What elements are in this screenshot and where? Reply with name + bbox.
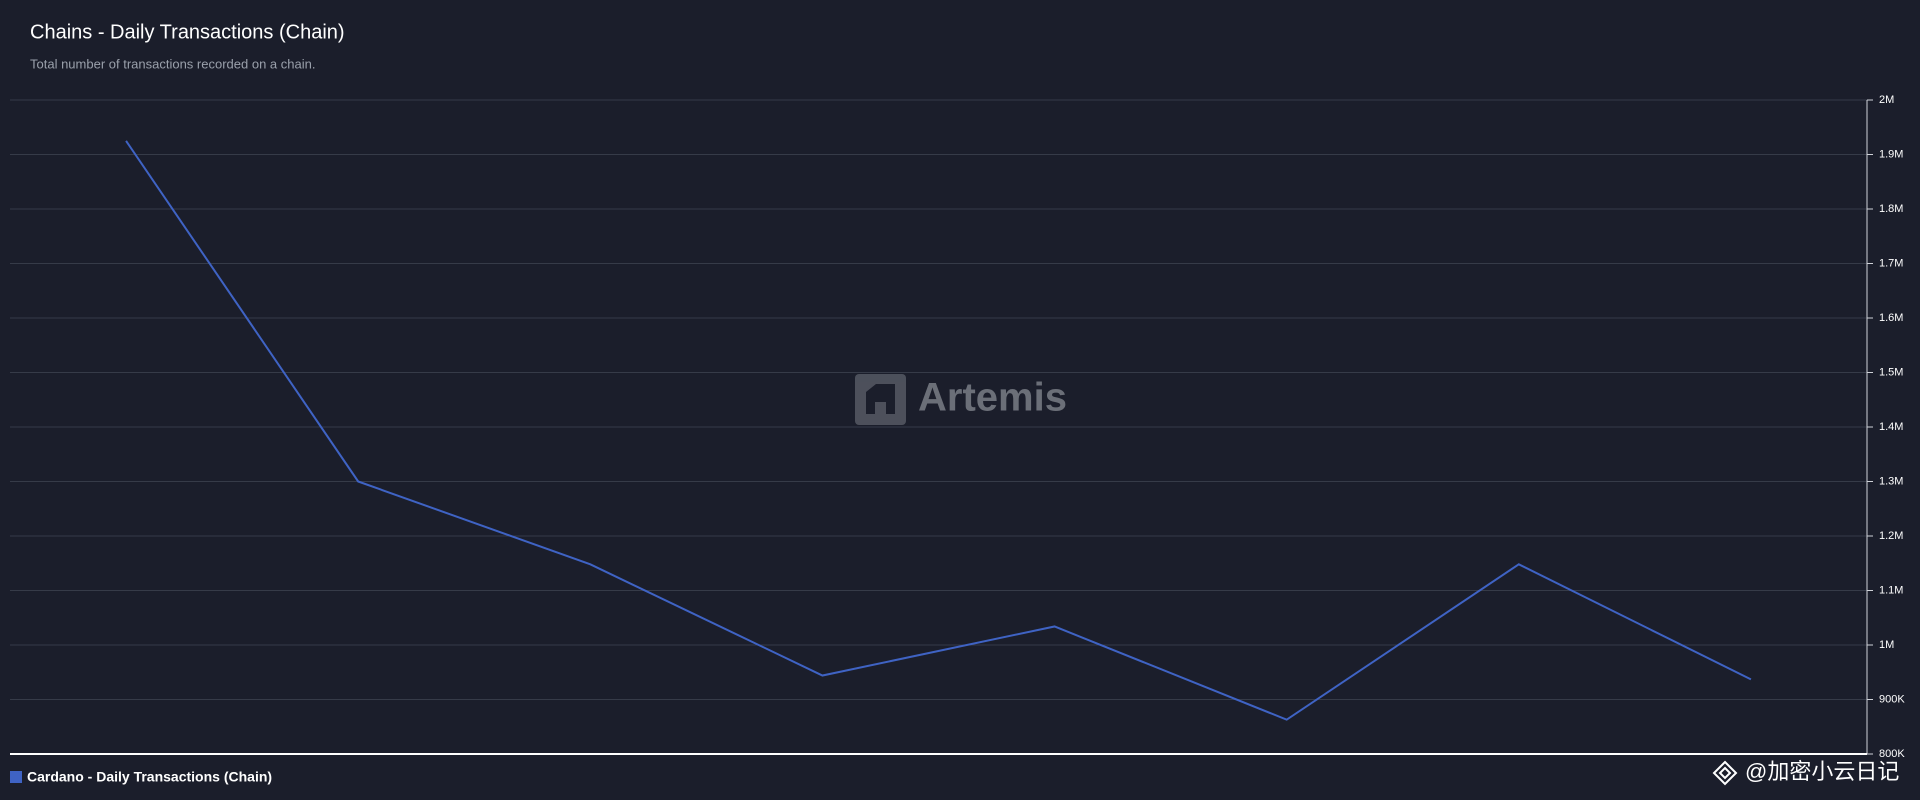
y-tick-label: 1.2M (1879, 530, 1903, 542)
chart-subtitle: Total number of transactions recorded on… (30, 56, 315, 71)
y-tick-label: 800K (1879, 748, 1905, 760)
y-tick-label: 1.6M (1879, 312, 1903, 324)
line (125, 140, 1752, 721)
chart-title: Chains - Daily Transactions (Chain) (30, 21, 345, 43)
watermark: Artemis (918, 376, 1067, 420)
legend-label: Cardano - Daily Transactions (Chain) (27, 769, 272, 785)
y-tick-label: 2M (1879, 94, 1894, 106)
y-tick-label: 1.4M (1879, 421, 1903, 433)
watermark: @加密小云日记 (1745, 759, 1899, 784)
y-tick-label: 1.3M (1879, 475, 1903, 487)
y-tick-label: 1.8M (1879, 203, 1903, 215)
y-tick-label: 900K (1879, 693, 1905, 705)
y-tick-label: 1.9M (1879, 148, 1903, 160)
legend-swatch (10, 771, 22, 783)
y-tick-label: 1.5M (1879, 366, 1903, 378)
y-tick-label: 1.1M (1879, 584, 1903, 596)
y-tick-label: 1M (1879, 639, 1894, 651)
binance-icon (1712, 760, 1738, 786)
artemis-logo (855, 374, 906, 425)
y-tick-label: 1.7M (1879, 257, 1903, 269)
